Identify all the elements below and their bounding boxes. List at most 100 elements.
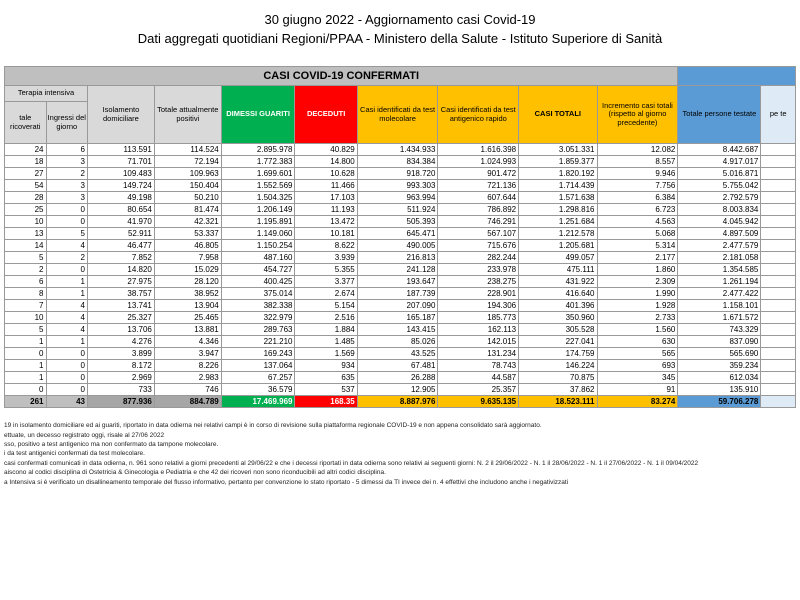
table-cell: 505.393 — [357, 216, 438, 228]
table-cell: 1 — [5, 360, 47, 372]
table-cell: 70.875 — [519, 372, 597, 384]
table-cell: 963.994 — [357, 192, 438, 204]
table-cell: 1.884 — [295, 324, 357, 336]
table-cell: 918.720 — [357, 168, 438, 180]
table-cell: 635 — [295, 372, 357, 384]
table-cell: 375.014 — [221, 288, 295, 300]
table-cell: 6 — [5, 276, 47, 288]
header-isolamento: Isolamento domiciliare — [88, 86, 155, 144]
table-cell: 149.724 — [88, 180, 155, 192]
table-cell: 2.477.579 — [678, 240, 761, 252]
footnote-line: i da test antigenici confermati da test … — [4, 450, 796, 458]
table-cell: 454.727 — [221, 264, 295, 276]
table-cell: 0 — [46, 348, 88, 360]
table-cell: 207.090 — [357, 300, 438, 312]
table-cell: 6 — [46, 144, 88, 156]
table-cell — [761, 372, 796, 384]
table-cell: 715.676 — [438, 240, 519, 252]
table-cell: 6.384 — [597, 192, 678, 204]
table-row: 10425.32725.465322.9792.516165.187185.77… — [5, 312, 796, 324]
table-cell: 7.756 — [597, 180, 678, 192]
table-row: 2014.82015.029454.7275.355241.128233.978… — [5, 264, 796, 276]
table-cell: 14.820 — [88, 264, 155, 276]
table-cell: 1.820.192 — [519, 168, 597, 180]
table-cell: 0 — [46, 204, 88, 216]
totals-cell: 18.523.111 — [519, 396, 597, 408]
totals-cell: 884.789 — [154, 396, 221, 408]
totals-cell — [761, 396, 796, 408]
table-row: 527.8527.958487.1603.939216.813282.24449… — [5, 252, 796, 264]
table-cell: 565 — [597, 348, 678, 360]
table-row: 102.9692.98367.25763526.28844.58770.8753… — [5, 372, 796, 384]
table-cell: 1.261.194 — [678, 276, 761, 288]
table-cell: 4 — [46, 300, 88, 312]
table-cell: 612.034 — [678, 372, 761, 384]
table-cell: 282.244 — [438, 252, 519, 264]
table-cell: 1.150.254 — [221, 240, 295, 252]
header-deceduti: DECEDUTI — [295, 86, 357, 144]
totals-row: 26143877.936884.78917.469.969168.358.887… — [5, 396, 796, 408]
table-cell: 187.739 — [357, 288, 438, 300]
table-cell: 1.205.681 — [519, 240, 597, 252]
table-row: 003.8993.947169.2431.56943.525131.234174… — [5, 348, 796, 360]
table-cell: 4.563 — [597, 216, 678, 228]
table-cell — [761, 144, 796, 156]
table-cell: 1.298.816 — [519, 204, 597, 216]
table-cell: 10 — [5, 312, 47, 324]
header-tot-positivi: Totale attualmente positivi — [154, 86, 221, 144]
table-cell: 4.917.017 — [678, 156, 761, 168]
table-cell: 25.357 — [438, 384, 519, 396]
table-cell: 1.195.891 — [221, 216, 295, 228]
table-cell: 0 — [46, 264, 88, 276]
table-cell: 13.706 — [88, 324, 155, 336]
table-cell: 41.970 — [88, 216, 155, 228]
table-cell: 26.288 — [357, 372, 438, 384]
table-cell: 11.193 — [295, 204, 357, 216]
table-cell — [761, 156, 796, 168]
banner-row: CASI COVID-19 CONFERMATI — [5, 67, 796, 86]
table-cell: 2.983 — [154, 372, 221, 384]
table-cell: 38.952 — [154, 288, 221, 300]
table-cell: 25.327 — [88, 312, 155, 324]
table-cell: 113.591 — [88, 144, 155, 156]
table-cell: 109.483 — [88, 168, 155, 180]
banner-blue — [678, 67, 796, 86]
table-cell: 1.485 — [295, 336, 357, 348]
table-cell: 345 — [597, 372, 678, 384]
table-cell: 5.355 — [295, 264, 357, 276]
table-cell — [761, 336, 796, 348]
table-cell: 227.041 — [519, 336, 597, 348]
table-cell: 72.194 — [154, 156, 221, 168]
table-cell: 194.306 — [438, 300, 519, 312]
table-cell: 2.177 — [597, 252, 678, 264]
table-cell: 7.958 — [154, 252, 221, 264]
header-incremento: Incremento casi totali (rispetto al gior… — [597, 86, 678, 144]
table-cell — [761, 180, 796, 192]
table-cell: 8.622 — [295, 240, 357, 252]
table-cell: 2.516 — [295, 312, 357, 324]
table-cell: 4 — [46, 312, 88, 324]
footnote-line: casi confermati comunicati in data odier… — [4, 460, 796, 468]
table-cell: 146.224 — [519, 360, 597, 372]
table-cell — [761, 288, 796, 300]
header-persone-testate: Totale persone testate — [678, 86, 761, 144]
table-cell: 1 — [5, 372, 47, 384]
table-cell: 36.579 — [221, 384, 295, 396]
table-cell: 14.800 — [295, 156, 357, 168]
table-cell: 2.477.422 — [678, 288, 761, 300]
table-cell: 13.741 — [88, 300, 155, 312]
table-cell — [761, 276, 796, 288]
table-cell: 13.904 — [154, 300, 221, 312]
totals-cell: 43 — [46, 396, 88, 408]
table-cell: 10.628 — [295, 168, 357, 180]
header-antigenico: Casi identificati da test antigenico rap… — [438, 86, 519, 144]
table-cell: 12.082 — [597, 144, 678, 156]
table-cell: 1.671.572 — [678, 312, 761, 324]
table-cell: 142.015 — [438, 336, 519, 348]
table-cell: 645.471 — [357, 228, 438, 240]
table-cell: 8 — [5, 288, 47, 300]
table-cell: 7.852 — [88, 252, 155, 264]
table-cell: 24 — [5, 144, 47, 156]
table-cell: 1.714.439 — [519, 180, 597, 192]
title-line-2: Dati aggregati quotidiani Regioni/PPAA -… — [4, 31, 796, 46]
